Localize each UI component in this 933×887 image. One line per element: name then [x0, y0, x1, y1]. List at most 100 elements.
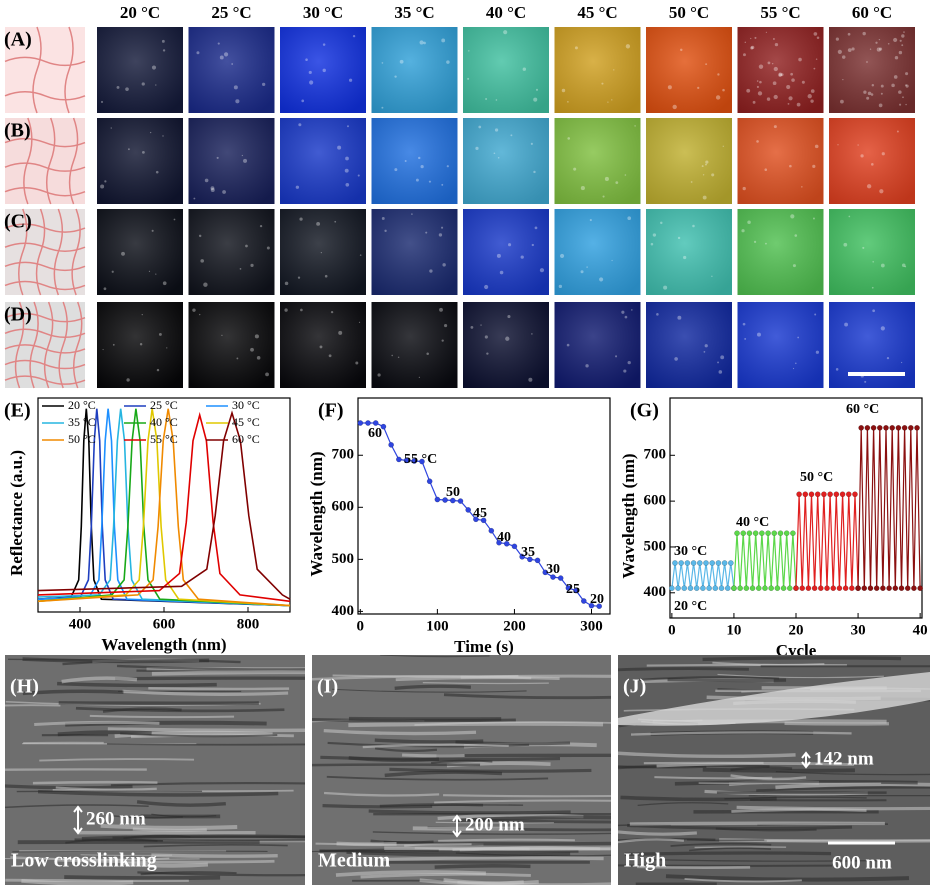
series-line [37, 411, 291, 603]
photo-bubble [611, 259, 613, 262]
sem-lamella [684, 877, 802, 883]
sem-lamella [702, 767, 855, 773]
legend-label: 20 °C [68, 398, 96, 412]
photo-bubble [656, 313, 659, 316]
photo-bubble [747, 220, 751, 224]
photo-bubble [322, 68, 326, 73]
sem-lamella [326, 775, 549, 781]
photo-bubble [381, 217, 385, 220]
photo-bubble [711, 275, 713, 278]
photo-bubble [881, 152, 885, 156]
sem-lamella [120, 861, 209, 868]
data-point [780, 585, 787, 592]
sem-lamella [724, 796, 867, 800]
data-point [737, 585, 743, 592]
sem-lamella [414, 721, 611, 726]
data-point [669, 585, 675, 592]
photo-sheen [280, 209, 366, 295]
photo-bubble [741, 229, 745, 233]
sem-lamella [55, 858, 275, 864]
pattern-tile [5, 118, 85, 204]
x-tick-label: 400 [69, 616, 92, 632]
photo-bubble [126, 378, 130, 382]
data-point [752, 530, 759, 537]
photo-bubble [878, 103, 883, 108]
photo-bubble [621, 310, 625, 314]
photo-bubble [815, 58, 818, 60]
photo-bubble [899, 103, 902, 106]
photo-bubble [203, 282, 208, 287]
data-point [852, 491, 858, 498]
sem-lamella [402, 753, 465, 758]
photo-bubble [807, 94, 812, 99]
data-point [898, 585, 905, 592]
photo-bubble [702, 195, 707, 200]
data-point [808, 491, 815, 498]
photo-bubble [672, 104, 677, 110]
data-point [715, 560, 722, 566]
photo-bubble [901, 34, 905, 38]
annotation: 60 °C [846, 402, 879, 417]
photo-bubble [111, 270, 114, 273]
photo-bubble [566, 343, 570, 347]
photo-bubble [266, 246, 270, 250]
sem-lamella [627, 823, 853, 831]
photo-bubble [236, 357, 239, 360]
photo-bubble [484, 335, 488, 339]
sem-lamella [64, 875, 221, 881]
sem-lamella [137, 871, 305, 877]
sem-lamella [434, 799, 611, 804]
sem-lamella [649, 859, 886, 862]
sem-lamella [312, 850, 386, 853]
sem-lamella [336, 841, 397, 847]
photo-bubble [233, 85, 238, 90]
data-point [700, 585, 706, 592]
photo-bubble [837, 49, 842, 55]
photo-bubble [580, 270, 584, 274]
sem-lamella [362, 743, 509, 749]
data-point [740, 530, 747, 537]
data-point [542, 569, 549, 576]
photo-bubble [625, 44, 631, 49]
data-point [588, 602, 595, 609]
photo-bubble [848, 215, 851, 218]
photo-bubble [250, 347, 254, 352]
data-point [827, 491, 833, 498]
photo-bubble [903, 31, 905, 33]
photo-bubble [580, 186, 585, 191]
x-tick-label: 40 [913, 622, 928, 638]
y-tick-label: 400 [332, 603, 355, 619]
photo-sheen [829, 118, 915, 204]
sem-lamella [784, 721, 889, 726]
photo-bubble [441, 339, 444, 342]
pattern-line [4, 91, 86, 101]
photo-bubble [677, 315, 682, 320]
photo-bubble [851, 47, 855, 51]
data-point [811, 585, 818, 592]
data-point [821, 491, 827, 498]
photo-bubble [774, 42, 779, 47]
photo-bubble [898, 50, 903, 55]
photo-bubble [221, 334, 223, 337]
data-point [449, 497, 456, 504]
data-point [534, 557, 541, 564]
photo-bubble [418, 376, 421, 379]
temperature-header: 60 °C [852, 3, 892, 22]
photo-bubble [627, 360, 631, 365]
spacing-arrow-head [73, 805, 83, 835]
sem-image [5, 655, 305, 885]
temperature-header: 20 °C [120, 3, 160, 22]
data-point [817, 585, 824, 592]
photo-bubble [141, 82, 145, 86]
photo-bubble [235, 99, 240, 104]
photo-bubble [355, 361, 359, 365]
photo-bubble [864, 380, 867, 383]
sem-lamella [322, 804, 433, 809]
photo-bubble [683, 255, 687, 260]
data-point [883, 424, 889, 431]
photo-bubble [812, 164, 816, 168]
sem-lamella [443, 693, 611, 700]
data-point [907, 424, 914, 431]
photo-bubble [439, 307, 443, 312]
photo-sheen [829, 27, 915, 113]
